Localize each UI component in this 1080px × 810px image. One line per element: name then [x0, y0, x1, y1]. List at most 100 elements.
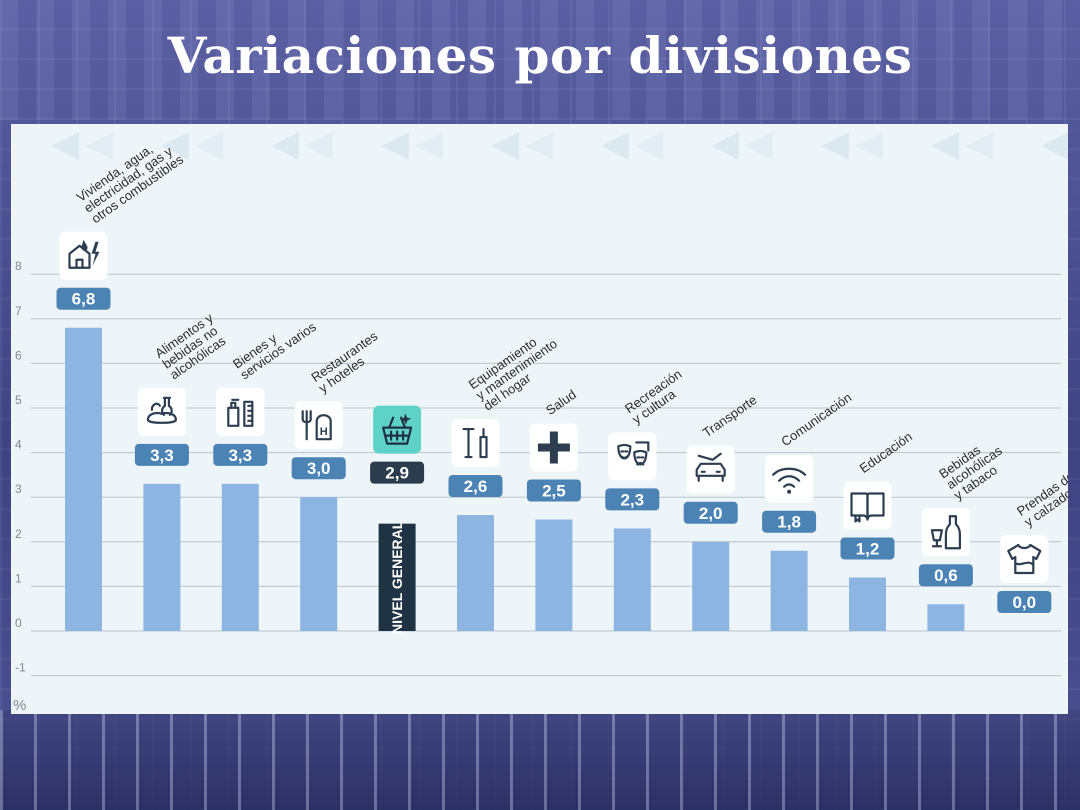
car-icon: [695, 452, 726, 482]
chevron-shape: [195, 132, 223, 160]
chevron-shape: [525, 132, 553, 160]
bar-group: 1,8 Comunicación: [762, 390, 854, 631]
chevron-shape: [161, 132, 189, 160]
chevron-shape: [381, 132, 409, 160]
category-label-line: Salud: [543, 387, 579, 418]
category-label-line: Transporte: [700, 392, 760, 440]
category-label: Comunicación: [778, 390, 854, 450]
icon-tile: [373, 405, 422, 454]
icon-tile: [765, 454, 814, 503]
svg-text:H: H: [320, 426, 328, 438]
chevron-shape: [491, 132, 519, 160]
value-label: 2,6: [464, 477, 488, 496]
bar-group: 3,3 Alimentos ybebidas noalcohólicas: [134, 310, 231, 631]
value-label-box: [605, 488, 660, 511]
category-label: Alimentos ybebidas noalcohólicas: [152, 310, 231, 382]
chevron-shape: [601, 132, 629, 160]
category-label: Bebidasalcohólicasy tabaco: [936, 432, 1013, 503]
chevron-shape: [1041, 132, 1068, 160]
value-label: 2,9: [385, 464, 409, 483]
bar: [143, 483, 181, 631]
value-label: 1,2: [856, 539, 880, 558]
icon-tile: [294, 401, 343, 450]
icon-tile: [59, 231, 108, 280]
category-label: Transporte: [700, 392, 760, 440]
tshirt-icon: [1007, 543, 1042, 575]
chevron-shape: [855, 132, 883, 160]
value-label-box: [997, 591, 1052, 613]
bottle-glass-icon: [930, 515, 962, 550]
background-shelves: [0, 0, 1080, 120]
category-label: Restaurantesy hoteles: [308, 328, 388, 396]
y-tick-label: 0: [15, 616, 22, 630]
y-tick-label: 4: [15, 438, 22, 452]
bar: [221, 483, 259, 631]
icon-tile: [451, 419, 500, 468]
bar: [927, 604, 965, 631]
value-label-box: [134, 443, 189, 466]
page-title: Variaciones por divisiones: [167, 26, 913, 85]
value-label: 6,8: [72, 290, 96, 309]
chevron-shape: [271, 132, 299, 160]
bar: [300, 497, 338, 631]
value-label: 2,3: [620, 490, 644, 509]
value-label-box: [526, 479, 581, 502]
icon-tile: [686, 445, 735, 494]
chart-panel: -1 0 1 2 3 4 5 6 7 8% 6,8 Vivienda, agua,electricid…: [11, 124, 1068, 714]
category-label-line: Comunicación: [778, 390, 854, 450]
value-label-box: [448, 475, 503, 498]
chevron-shape: [931, 132, 959, 160]
y-tick-label: 8: [15, 259, 22, 273]
value-label: 2,5: [542, 482, 566, 501]
chevron-shape: [635, 132, 663, 160]
restaurant-hotel-icon: H: [301, 410, 332, 441]
health-cross-icon: [537, 431, 570, 464]
y-tick-label: 6: [15, 348, 22, 362]
decorative-chevron-band: [51, 132, 1068, 160]
icon-tile: [608, 432, 657, 481]
value-label-box: [56, 287, 111, 310]
y-tick-label: 3: [15, 482, 22, 496]
category-label: Prendas de vestiry calzado: [1014, 448, 1068, 529]
icon-tile: [1000, 535, 1049, 583]
chevron-shape: [305, 132, 333, 160]
house-water-bolt-icon: [68, 239, 100, 269]
value-label-box: [683, 501, 738, 524]
category-label: Salud: [543, 387, 579, 418]
bar-group: 2,0 Transporte: [683, 392, 760, 631]
book-icon: [850, 492, 885, 523]
value-label: 0,0: [1012, 593, 1036, 612]
bar-group: 2,3 Recreacióny cultura: [605, 366, 684, 631]
value-label: 1,8: [777, 513, 801, 532]
chevron-shape: [745, 132, 773, 160]
y-tick-label: 2: [15, 527, 22, 541]
tools-icon: [462, 427, 488, 459]
y-tick-label: 1: [15, 571, 22, 585]
chevron-shape: [85, 132, 113, 160]
chevron-shape: [821, 132, 849, 160]
chevron-shape: [965, 132, 993, 160]
basket-icon: [382, 413, 413, 445]
value-label-box: [291, 457, 346, 480]
value-label-box: [370, 461, 425, 484]
bar: [770, 550, 808, 631]
bar: [65, 327, 102, 631]
bar-inner-label: NIVEL GENERAL: [389, 520, 405, 634]
value-label: 0,6: [934, 566, 958, 585]
bar-nivel-general: [378, 523, 416, 631]
bar: [692, 541, 730, 631]
icon-tile: [216, 387, 265, 436]
theater-masks-icon: [617, 441, 650, 466]
y-axis-unit: %: [13, 697, 26, 714]
food-icon: [146, 396, 177, 424]
value-label: 3,0: [307, 459, 331, 478]
value-label: 3,3: [228, 446, 252, 465]
value-label-box: [762, 510, 817, 533]
bar: [849, 577, 886, 631]
chevron-shape: [415, 132, 443, 160]
bar-group: 0,0 Prendas de vestiry calzado: [997, 448, 1068, 613]
wifi-icon: [771, 467, 807, 494]
chevron-shape: [51, 132, 79, 160]
